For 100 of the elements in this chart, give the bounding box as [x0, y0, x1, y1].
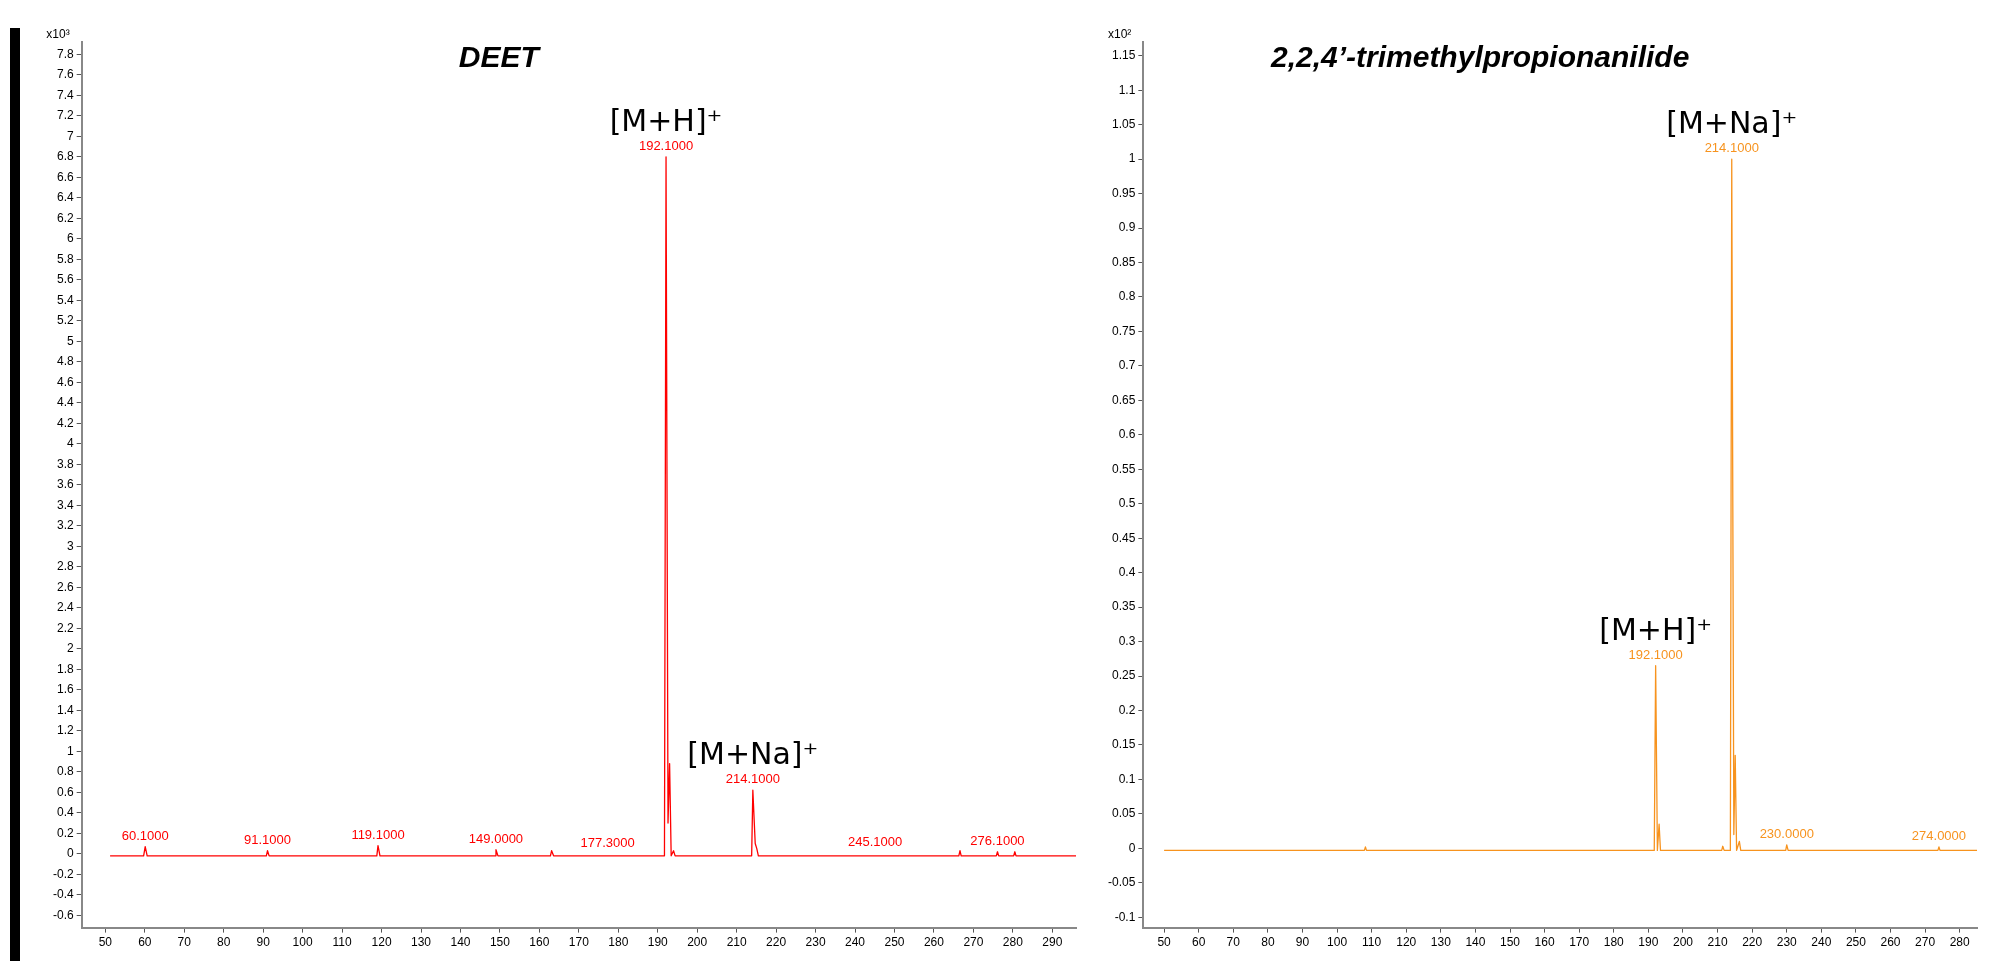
y-tick-label: 5.6 — [56, 272, 74, 287]
annotation: 149.0000 — [468, 830, 524, 846]
y-tick-label: 0.25 — [1111, 668, 1136, 683]
y-tick-label: 0.85 — [1111, 254, 1136, 269]
x-tick-label: 90 — [1295, 935, 1310, 950]
y-tick-label: 0.55 — [1111, 461, 1136, 476]
x-tick-label: 150 — [1500, 935, 1521, 950]
x-tick-label: 280 — [1002, 935, 1024, 950]
y-tick-label: 0 — [1128, 840, 1136, 855]
y-tick-label: 0.95 — [1111, 185, 1136, 200]
chart-title: DEET — [458, 40, 542, 73]
y-tick-label: 4.2 — [56, 415, 74, 430]
annotation: 230.0000 — [1759, 825, 1814, 841]
y-tick-label: 4 — [66, 436, 74, 451]
y-tick-label: 0.75 — [1111, 323, 1136, 338]
y-tick-label: 2.6 — [56, 579, 74, 594]
y-tick-label: 7.2 — [56, 108, 74, 123]
x-tick-label: 230 — [805, 935, 826, 950]
x-tick-label: 270 — [1915, 935, 1936, 950]
y-tick-label: 0.4 — [1118, 564, 1136, 579]
annotation: 60.1000 — [121, 827, 169, 843]
annotation: 192.1000 — [638, 137, 694, 153]
y-tick-label: 7.6 — [56, 67, 74, 82]
y-tick-label: 0.4 — [56, 805, 74, 820]
y-tick-label: 2.2 — [56, 620, 74, 635]
x-tick-label: 210 — [726, 935, 747, 950]
y-tick-label: 3.2 — [56, 518, 74, 533]
y-tick-label: 1 — [1128, 151, 1136, 166]
y-tick-label: 4.8 — [56, 354, 74, 369]
y-tick-label: 0.7 — [1118, 358, 1136, 373]
y-tick-label: 1.4 — [56, 702, 74, 717]
y-tick-label: 6.6 — [56, 169, 74, 184]
x-tick-label: 60 — [1192, 935, 1206, 950]
y-tick-label: -0.05 — [1107, 875, 1136, 890]
y-tick-label: 5.4 — [56, 292, 74, 307]
x-tick-label: 100 — [1327, 935, 1348, 950]
y-tick-label: 7.4 — [56, 87, 74, 102]
x-tick-label: 290 — [1042, 935, 1063, 950]
x-tick-label: 250 — [884, 935, 905, 950]
x-tick-label: 120 — [1396, 935, 1417, 950]
x-tick-label: 250 — [1845, 935, 1867, 950]
y-tick-label: 0.05 — [1111, 806, 1136, 821]
x-tick-label: 110 — [1362, 935, 1382, 950]
y-tick-label: 2 — [66, 641, 74, 656]
x-tick-label: 230 — [1776, 935, 1798, 950]
y-tick-label: 0.6 — [1118, 427, 1136, 442]
y-tick-label: -0.6 — [52, 907, 74, 922]
chart-title: 2,2,4’-trimethylpropionanilide — [1269, 40, 1690, 73]
y-tick-label: 2.4 — [56, 600, 74, 615]
x-tick-label: 130 — [1430, 935, 1452, 950]
y-tick-label: 0.8 — [1118, 289, 1136, 304]
annotation: [M+H]⁺ — [1599, 611, 1713, 647]
y-tick-label: 0.15 — [1111, 737, 1136, 752]
y-tick-label: 0.5 — [1118, 496, 1136, 511]
x-tick-label: 50 — [1157, 935, 1172, 950]
x-tick-label: 210 — [1707, 935, 1728, 950]
y-tick-label: 0.45 — [1111, 530, 1136, 545]
annotation: 119.1000 — [351, 826, 405, 842]
y-tick-label: 0 — [66, 846, 74, 861]
x-tick-label: 160 — [529, 935, 550, 950]
y-tick-label: 0.9 — [1118, 220, 1136, 235]
x-tick-label: 60 — [138, 935, 152, 950]
x-tick-label: 200 — [1672, 935, 1694, 950]
annotation: [M+Na]⁺ — [1666, 105, 1798, 141]
y-tick-label: 1.8 — [56, 661, 74, 676]
annotation: 245.1000 — [848, 833, 903, 849]
y-tick-label: 1.15 — [1111, 48, 1136, 63]
y-tick-label: 6 — [66, 231, 74, 246]
annotation: 91.1000 — [244, 831, 292, 847]
x-tick-label: 150 — [489, 935, 511, 950]
x-tick-label: 180 — [608, 935, 629, 950]
x-tick-label: 260 — [1880, 935, 1901, 950]
annotation: 214.1000 — [725, 771, 780, 787]
x-tick-label: 190 — [647, 935, 669, 950]
x-tick-label: 190 — [1638, 935, 1659, 950]
y-tick-label: 0.2 — [56, 825, 74, 840]
y-tick-label: 1 — [66, 743, 74, 758]
y-tick-label: 3.8 — [56, 456, 74, 471]
x-tick-label: 80 — [1261, 935, 1275, 950]
y-tick-label: 4.6 — [56, 374, 74, 389]
y-tick-label: 7 — [66, 128, 74, 143]
annotation: 192.1000 — [1628, 646, 1683, 662]
y-tick-label: 5.2 — [56, 313, 74, 328]
annotation: 274.0000 — [1911, 827, 1967, 843]
x-tick-label: 220 — [766, 935, 787, 950]
y-tick-label: 1.05 — [1111, 117, 1136, 132]
x-tick-label: 70 — [177, 935, 192, 950]
y-tick-label: 7.8 — [56, 46, 74, 61]
y-tick-label: 5.8 — [56, 251, 74, 266]
y-tick-label: 1.2 — [56, 723, 74, 738]
x-tick-label: 170 — [1569, 935, 1590, 950]
annotation: 214.1000 — [1704, 140, 1759, 156]
y-tick-label: 0.65 — [1111, 392, 1136, 407]
y-tick-label: -0.2 — [52, 866, 74, 881]
x-tick-label: 170 — [568, 935, 590, 950]
y-tick-label: 3 — [66, 538, 74, 553]
x-tick-label: 50 — [98, 935, 113, 950]
x-tick-label: 90 — [256, 935, 271, 950]
y-tick-label: 3.6 — [56, 477, 74, 492]
annotation: [M+H]⁺ — [609, 102, 723, 138]
